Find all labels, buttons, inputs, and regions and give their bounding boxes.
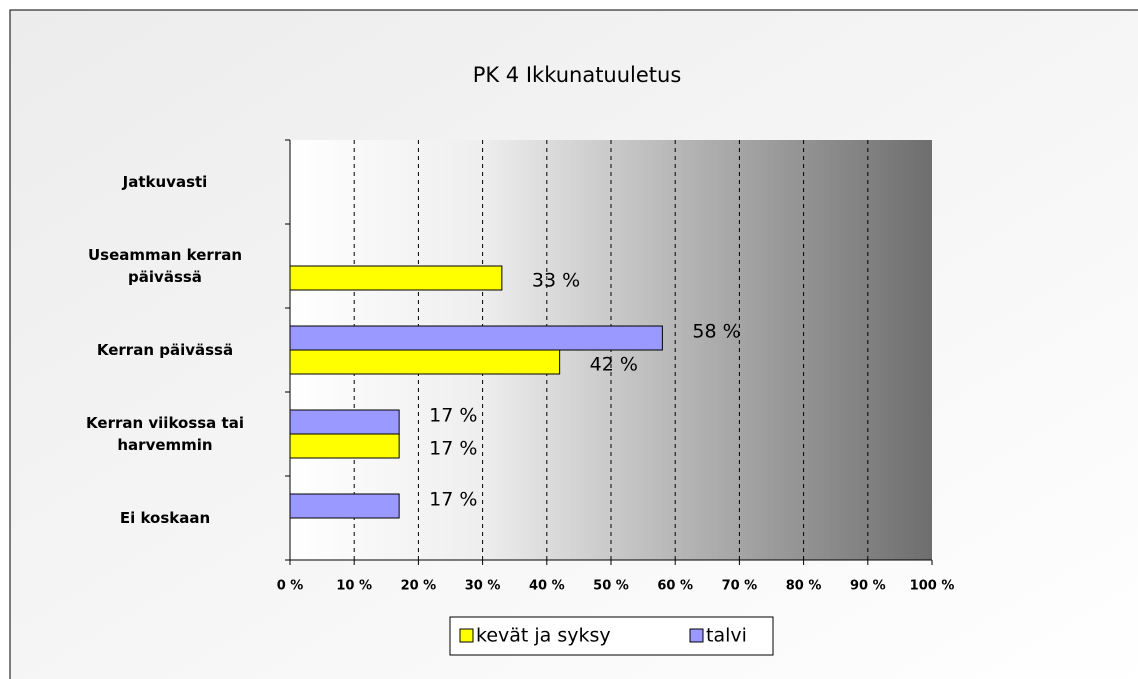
data-label: 42 %	[590, 354, 638, 376]
chart-title: PK 4 Ikkunatuuletus	[473, 63, 682, 87]
legend-swatch	[459, 628, 474, 643]
data-label: 17 %	[429, 438, 477, 460]
x-tick-label: 0 %	[277, 579, 304, 594]
bar	[289, 349, 561, 375]
x-tick-label: 60 %	[657, 579, 693, 594]
bar	[289, 325, 663, 351]
y-tick-label: Ei koskaan	[119, 509, 211, 527]
legend-label: kevät ja syksy	[476, 625, 611, 647]
data-label: 33 %	[532, 270, 580, 292]
data-label: 58 %	[692, 321, 740, 343]
x-tick-label: 30 %	[465, 579, 501, 594]
x-tick-label: 100 %	[910, 579, 955, 594]
x-tick-label: 50 %	[593, 579, 629, 594]
x-tick-label: 10 %	[336, 579, 372, 594]
bar	[289, 493, 400, 519]
x-tick-label: 20 %	[401, 579, 437, 594]
y-tick-label: Jatkuvasti	[122, 173, 208, 191]
x-tick-label: 70 %	[722, 579, 758, 594]
y-tick-label: Useamman kerran päivässä	[87, 246, 243, 286]
x-tick-label: 90 %	[850, 579, 886, 594]
legend	[449, 616, 774, 656]
x-tick-label: 40 %	[529, 579, 565, 594]
legend-swatch	[689, 628, 704, 643]
bar	[289, 409, 400, 435]
legend-label: talvi	[706, 625, 747, 647]
data-label: 17 %	[429, 405, 477, 427]
x-tick-label: 80 %	[786, 579, 822, 594]
y-tick-label: Kerran viikossa tai harvemmin	[86, 414, 244, 454]
data-label: 17 %	[429, 489, 477, 511]
bar	[289, 433, 400, 459]
y-tick-label: Kerran päivässä	[96, 341, 234, 359]
bar	[289, 265, 503, 291]
